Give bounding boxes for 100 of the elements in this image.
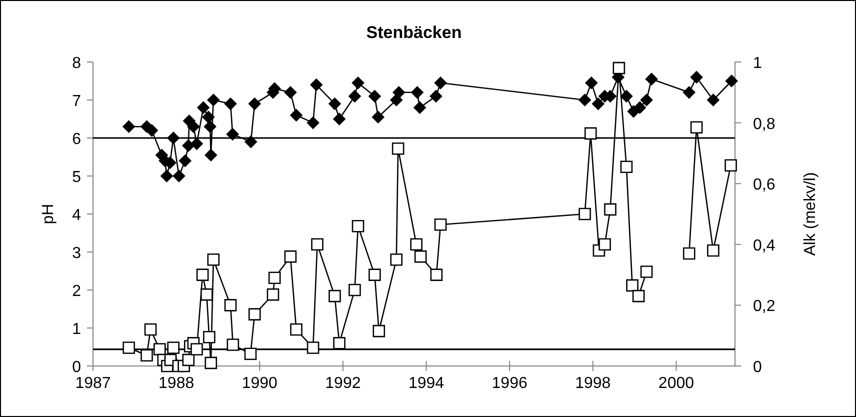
point	[707, 94, 720, 106]
point	[707, 244, 720, 257]
point	[372, 110, 384, 124]
point	[333, 112, 346, 126]
point	[368, 268, 381, 281]
point	[140, 349, 153, 362]
y-tick-label: 3	[72, 245, 82, 262]
point	[160, 170, 173, 182]
y2-tick-label: 0	[753, 359, 762, 376]
x-tick-label: 1988	[158, 375, 194, 392]
point	[182, 354, 195, 366]
point	[311, 238, 324, 251]
x-tick-label: 1990	[242, 375, 278, 392]
y-tick-label: 1	[72, 321, 82, 338]
point	[182, 139, 195, 152]
point	[414, 101, 426, 114]
point	[584, 127, 597, 140]
point	[632, 290, 645, 302]
point	[167, 342, 180, 354]
point	[434, 76, 447, 90]
point	[392, 86, 406, 99]
point	[725, 74, 738, 88]
point	[202, 110, 215, 124]
y2-tick-label: 0,2	[753, 298, 776, 316]
point	[368, 90, 381, 102]
point	[204, 148, 218, 162]
point	[154, 343, 166, 356]
point	[248, 308, 261, 320]
point	[578, 208, 591, 220]
point	[640, 266, 653, 278]
point	[592, 98, 604, 110]
point	[682, 86, 696, 99]
point	[690, 121, 703, 134]
point	[634, 101, 646, 114]
point	[410, 238, 422, 251]
point	[144, 323, 157, 336]
x-tick-label: 2000	[658, 375, 694, 392]
point	[224, 98, 237, 110]
point	[333, 337, 346, 350]
y-tick-label: 0	[72, 359, 82, 376]
y-axis-title: pH	[40, 204, 57, 224]
point	[122, 342, 135, 354]
point	[172, 170, 186, 182]
point	[226, 338, 240, 351]
point	[290, 323, 302, 336]
point	[226, 128, 239, 140]
y-tick-label: 4	[72, 207, 82, 224]
point	[352, 76, 364, 90]
point	[328, 290, 341, 302]
point	[348, 284, 361, 296]
point	[200, 288, 213, 301]
point	[244, 348, 257, 360]
chart-title: Stenbäcken	[366, 23, 462, 42]
point	[306, 116, 320, 129]
point	[178, 154, 192, 167]
point	[626, 279, 638, 292]
y-tick-label: 2	[72, 283, 82, 300]
point	[310, 78, 323, 91]
point	[268, 272, 281, 284]
point	[204, 356, 218, 370]
point	[578, 94, 591, 106]
y2-tick-label: 1	[753, 55, 762, 72]
y2-tick-label: 0,4	[753, 237, 776, 254]
point	[645, 72, 658, 86]
y2-tick-label: 0,6	[753, 176, 776, 194]
point	[690, 71, 703, 84]
x-tick-label: 1998	[575, 375, 611, 392]
point	[167, 132, 180, 144]
point	[284, 250, 297, 263]
y-tick-label: 7	[72, 93, 82, 110]
point	[290, 109, 302, 122]
point	[390, 253, 403, 266]
y-tick-label: 5	[72, 169, 82, 186]
point	[203, 330, 216, 344]
point	[306, 342, 320, 354]
point	[434, 218, 447, 231]
point	[620, 90, 633, 102]
point	[146, 124, 158, 137]
point	[284, 86, 297, 99]
point	[204, 120, 216, 133]
point	[266, 288, 280, 301]
point	[585, 76, 598, 90]
point	[352, 220, 364, 232]
point	[430, 268, 443, 281]
x-tick-label: 1996	[492, 375, 528, 392]
point	[224, 299, 237, 312]
point	[414, 250, 427, 263]
point	[392, 142, 404, 155]
point	[612, 62, 626, 74]
point	[190, 343, 203, 356]
point	[196, 268, 209, 281]
point	[190, 138, 203, 150]
point	[372, 324, 386, 338]
point	[620, 160, 633, 174]
point	[640, 94, 653, 106]
point	[390, 94, 403, 106]
point	[207, 94, 220, 106]
point	[244, 136, 257, 148]
point	[724, 159, 737, 172]
point	[122, 120, 135, 133]
